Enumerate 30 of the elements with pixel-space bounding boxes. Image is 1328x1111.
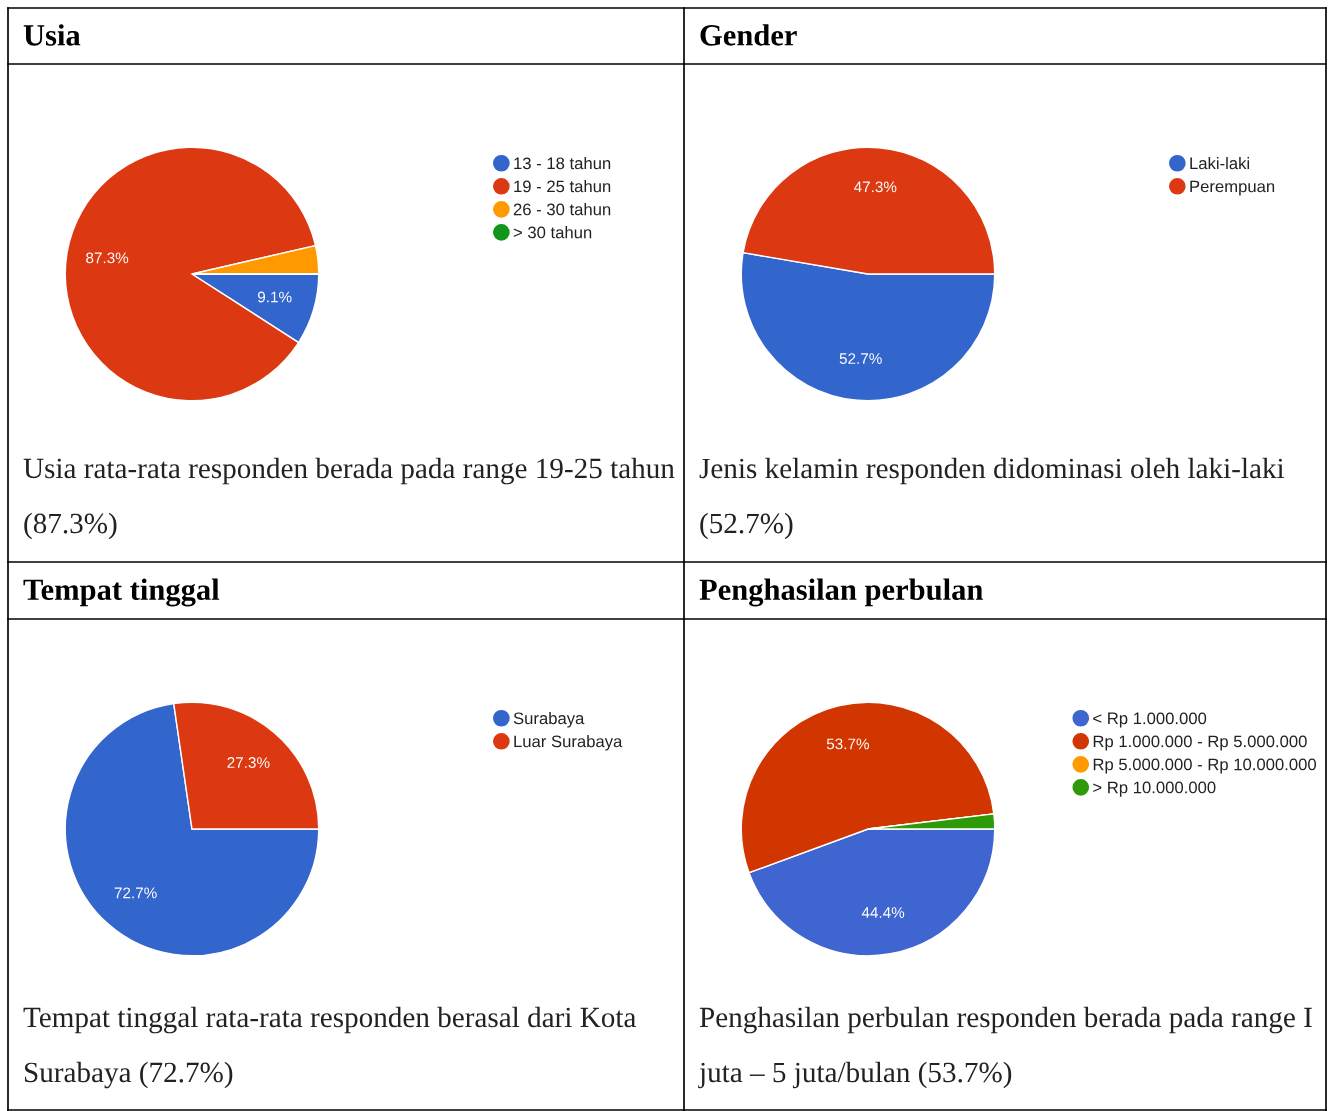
legend-label: > Rp 10.000.000: [1093, 781, 1216, 797]
legend-label: Perempuan: [1190, 180, 1275, 196]
data-label: 47.3%: [853, 181, 897, 193]
text: Tempat tinggal rata-rata responden berasal dari Kota Surabaya (72.7%): [23, 1006, 637, 1089]
data-label: 9.1%: [257, 291, 292, 303]
text: Penghasilan perbulan responden berada pada range I juta – 5 juta/bulan (53.7%): [698, 1006, 1312, 1089]
legend-label: 26 - 30 tahun: [513, 203, 611, 216]
chart-title: Tempat tinggal: [23, 578, 220, 607]
data-label: 52.7%: [839, 353, 882, 364]
text: Jenis kelamin responden didominasi oleh laki-laki (52.7%): [699, 457, 1285, 540]
legend-label: Rp 5.000.000 - Rp 10.000.000: [1093, 758, 1317, 774]
chart-title: Gender: [700, 24, 797, 46]
legend-label: Surabaya: [513, 712, 585, 728]
data-label: 44.4%: [861, 907, 905, 918]
legend-label: Luar Surabaya: [514, 735, 623, 751]
data-label: 53.7%: [826, 738, 869, 750]
data-label: 72.7%: [114, 887, 157, 899]
chart-title: Penghasilan perbulan: [699, 578, 983, 607]
pie-slice: [64, 146, 317, 402]
legend-label: 13 - 18 tahun: [514, 157, 611, 170]
legend-label: < Rp 1.000.000: [1093, 712, 1207, 728]
pie-slice: [64, 702, 320, 957]
chart-title: Usia: [23, 24, 81, 46]
legend-label: 19 - 25 tahun: [514, 180, 611, 193]
legend-label: Rp 1.000.000 - Rp 5.000.000: [1093, 735, 1307, 751]
legend-label: Laki-laki: [1190, 157, 1250, 170]
text: Usia rata-rata responden berada pada range 19-25 tahun (87.3%): [23, 457, 675, 540]
data-label: 87.3%: [86, 252, 129, 264]
data-label: 27.3%: [227, 757, 270, 768]
legend-label: > 30 tahun: [513, 226, 592, 239]
